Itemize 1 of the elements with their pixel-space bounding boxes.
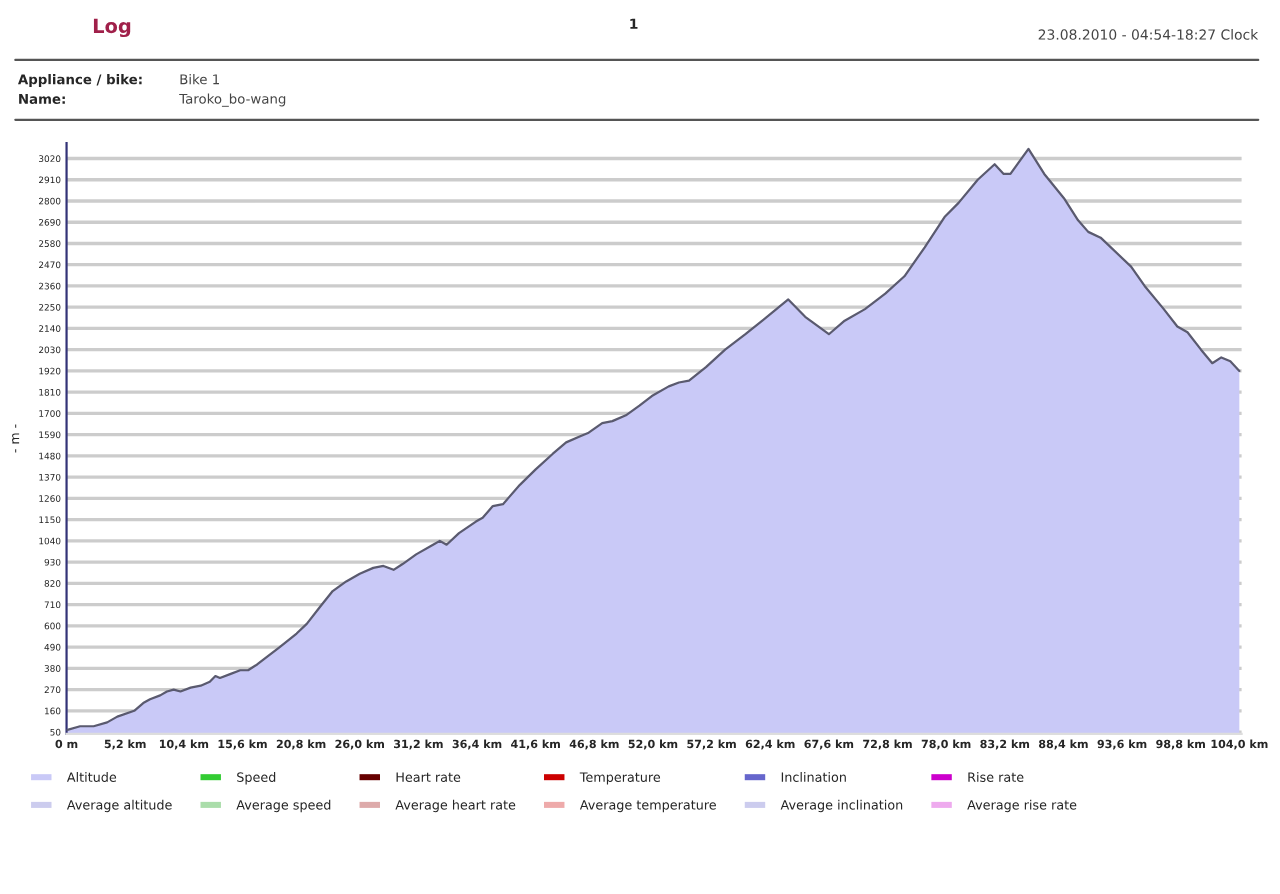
chart-title: Log (93, 18, 131, 38)
